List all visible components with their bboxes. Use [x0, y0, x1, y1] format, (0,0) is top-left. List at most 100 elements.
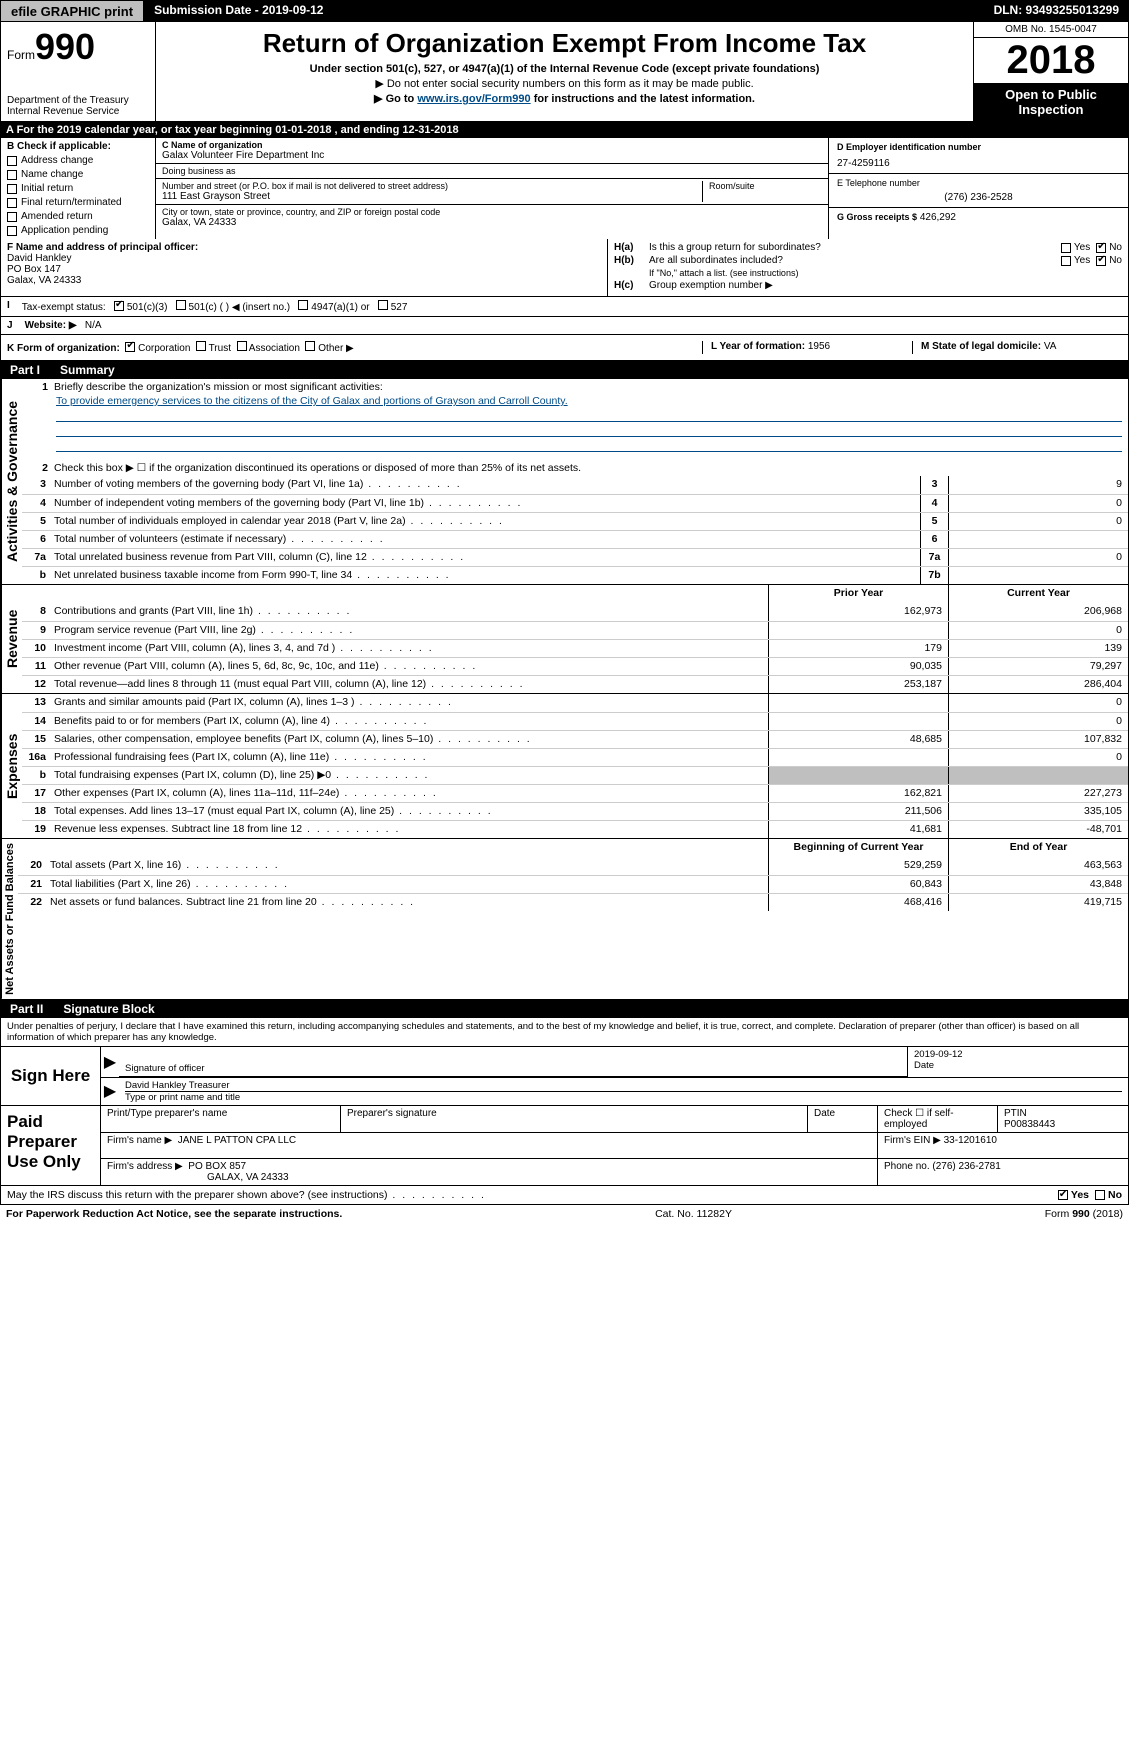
- sig-grid: Sign Here ▶ Signature of officer 2019-09…: [1, 1047, 1128, 1105]
- prior-value: 48,685: [768, 731, 948, 748]
- row-klm: K Form of organization: Corporation Trus…: [0, 335, 1129, 361]
- form-num: 990: [35, 26, 95, 67]
- gov-line-table: 3 Number of voting members of the govern…: [22, 476, 1128, 584]
- cb-trust[interactable]: [196, 341, 206, 351]
- table-row: 20 Total assets (Part X, line 16) 529,25…: [18, 857, 1128, 875]
- sig-row-2: ▶ David Hankley Treasurer Type or print …: [101, 1078, 1128, 1105]
- mission-rule-2: [56, 423, 1122, 437]
- ptin-value: P00838443: [1004, 1119, 1122, 1130]
- k-form-org: K Form of organization: Corporation Trus…: [7, 341, 702, 354]
- part-ii-header: Part II Signature Block: [0, 1000, 1129, 1018]
- hb-no[interactable]: No: [1096, 255, 1122, 266]
- sig-name-title: David Hankley Treasurer: [125, 1080, 1122, 1092]
- cb-association[interactable]: [237, 341, 247, 351]
- table-row: 6 Total number of volunteers (estimate i…: [22, 530, 1128, 548]
- subtitle-2: ▶ Do not enter social security numbers o…: [166, 77, 963, 90]
- gross-label: G Gross receipts $: [837, 212, 917, 222]
- mission-text[interactable]: To provide emergency services to the cit…: [56, 395, 568, 407]
- sign-here-label: Sign Here: [1, 1047, 101, 1105]
- col-c-org-info: C Name of organization Galax Volunteer F…: [156, 138, 828, 239]
- line-cellno: 3: [920, 476, 948, 494]
- line-num: 6: [22, 531, 50, 548]
- line-cellno: 6: [920, 531, 948, 548]
- discuss-no[interactable]: No: [1095, 1189, 1122, 1201]
- city-state-zip: Galax, VA 24333: [162, 217, 822, 228]
- preparer-name-header: Print/Type preparer's name: [101, 1106, 341, 1132]
- footer-bottom: For Paperwork Reduction Act Notice, see …: [0, 1205, 1129, 1223]
- current-year-header: Current Year: [948, 585, 1128, 603]
- hb-yes[interactable]: Yes: [1061, 255, 1090, 266]
- cb-corporation[interactable]: [125, 342, 135, 352]
- line-desc: Total fundraising expenses (Part IX, col…: [50, 767, 768, 784]
- f-label: F Name and address of principal officer:: [7, 242, 601, 253]
- dba-box: Doing business as: [156, 164, 828, 179]
- current-value: 0: [948, 694, 1128, 712]
- line-cellno: 4: [920, 495, 948, 512]
- cb-other[interactable]: [305, 341, 315, 351]
- prior-value: [768, 694, 948, 712]
- cb-address-change[interactable]: Address change: [7, 155, 149, 166]
- cb-final-return[interactable]: Final return/terminated: [7, 197, 149, 208]
- irs-link[interactable]: www.irs.gov/Form990: [417, 93, 530, 105]
- officer-addr2: Galax, VA 24333: [7, 275, 601, 286]
- cb-4947[interactable]: [298, 300, 308, 310]
- table-row: 10 Investment income (Part VIII, column …: [22, 639, 1128, 657]
- cb-name-change[interactable]: Name change: [7, 169, 149, 180]
- prior-value: 253,187: [768, 676, 948, 693]
- sig-intro: Under penalties of perjury, I declare th…: [1, 1018, 1128, 1047]
- line-desc: Other expenses (Part IX, column (A), lin…: [50, 785, 768, 802]
- current-value: 0: [948, 713, 1128, 730]
- footer-discuss-row: May the IRS discuss this return with the…: [0, 1186, 1129, 1205]
- addr-street: 111 East Grayson Street: [162, 191, 702, 202]
- cb-initial-return[interactable]: Initial return: [7, 183, 149, 194]
- part-i-title: Summary: [50, 361, 125, 379]
- form-prefix: Form: [7, 48, 35, 62]
- cb-527[interactable]: [378, 300, 388, 310]
- ha-label: H(a): [614, 242, 649, 253]
- open-to-public: Open to Public Inspection: [974, 83, 1128, 121]
- table-row: 18 Total expenses. Add lines 13–17 (must…: [22, 802, 1128, 820]
- table-row: 16a Professional fundraising fees (Part …: [22, 748, 1128, 766]
- cb-501c[interactable]: [176, 300, 186, 310]
- ptin-cell: PTIN P00838443: [998, 1106, 1128, 1132]
- rev-line-table: 8 Contributions and grants (Part VIII, l…: [22, 603, 1128, 693]
- line-desc: Contributions and grants (Part VIII, lin…: [50, 603, 768, 621]
- ein-box: D Employer identification number 27-4259…: [829, 138, 1128, 174]
- col-de: D Employer identification number 27-4259…: [828, 138, 1128, 239]
- line-desc: Benefits paid to or for members (Part IX…: [50, 713, 768, 730]
- mission-rule-1: [56, 408, 1122, 422]
- firm-name: JANE L PATTON CPA LLC: [178, 1135, 296, 1146]
- top-bar: efile GRAPHIC print Submission Date - 20…: [0, 0, 1129, 22]
- ha-yes[interactable]: Yes: [1061, 242, 1090, 253]
- twocol-header-row: Prior Year Current Year: [22, 585, 1128, 603]
- line-num: 13: [22, 694, 50, 712]
- prior-value: 41,681: [768, 821, 948, 838]
- netassets-header-row: Beginning of Current Year End of Year: [18, 839, 1128, 857]
- line-cellno: 5: [920, 513, 948, 530]
- cb-application-pending[interactable]: Application pending: [7, 225, 149, 236]
- prior-value: 211,506: [768, 803, 948, 820]
- m-value: VA: [1044, 341, 1057, 352]
- sig-date-label: Date: [914, 1060, 1122, 1071]
- sig-name-cell: David Hankley Treasurer Type or print na…: [119, 1078, 1128, 1105]
- sig-row-1: ▶ Signature of officer 2019-09-12 Date: [101, 1047, 1128, 1078]
- sig-arrow-icon-2: ▶: [101, 1078, 119, 1105]
- table-row: 4 Number of independent voting members o…: [22, 494, 1128, 512]
- dba-label: Doing business as: [162, 166, 822, 176]
- col-b-header: B Check if applicable:: [7, 141, 149, 152]
- line-num: 18: [22, 803, 50, 820]
- col-h-group: H(a) Is this a group return for subordin…: [608, 239, 1128, 296]
- form-number: Form990: [7, 26, 149, 68]
- j-value: N/A: [85, 320, 102, 331]
- table-row: 22 Net assets or fund balances. Subtract…: [18, 893, 1128, 911]
- prior-year-header: Prior Year: [768, 585, 948, 603]
- table-row: 19 Revenue less expenses. Subtract line …: [22, 820, 1128, 838]
- ha-no[interactable]: No: [1096, 242, 1122, 253]
- cb-amended-return[interactable]: Amended return: [7, 211, 149, 222]
- firm-phone-label: Phone no.: [884, 1161, 930, 1172]
- cb-501c3[interactable]: [114, 301, 124, 311]
- line-num: 17: [22, 785, 50, 802]
- discuss-yes[interactable]: Yes: [1058, 1189, 1089, 1201]
- table-row: 14 Benefits paid to or for members (Part…: [22, 712, 1128, 730]
- sig-name-title-label: Type or print name and title: [125, 1092, 1122, 1103]
